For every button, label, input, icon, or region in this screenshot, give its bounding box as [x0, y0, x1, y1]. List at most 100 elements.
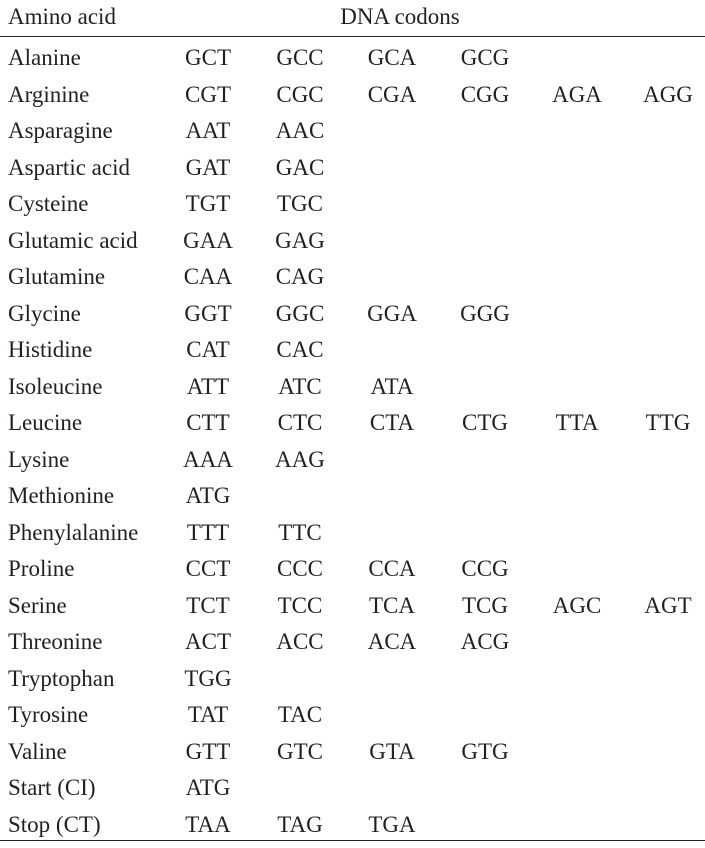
codon-cell: TAA: [185, 811, 231, 837]
codon-cell: CCG: [461, 556, 509, 581]
codon-cell: GAT: [185, 154, 231, 180]
amino-acid-name: Histidine: [8, 337, 93, 362]
amino-acid-name: Glutamic acid: [8, 227, 138, 253]
codon-cell: TTG: [645, 410, 691, 435]
codon-cell: GGC: [275, 300, 325, 326]
table-row: Start (CI) ATG: [0, 771, 705, 808]
amino-acid-name: Valine: [8, 738, 67, 764]
codon-cell: ATG: [185, 483, 231, 508]
codon-cell: TAG: [277, 811, 323, 837]
codon-cell: TTC: [278, 519, 322, 545]
codon-cell: CAT: [186, 337, 230, 362]
codon-cell: GGT: [184, 300, 232, 326]
amino-acid-name: Phenylalanine: [8, 519, 139, 545]
codon-cell: GCT: [185, 45, 231, 70]
table-row: Lysine AAA AAG: [0, 443, 705, 480]
codon-cell: CGG: [460, 81, 510, 107]
table-row: Aspartic acid GAT GAC: [0, 151, 705, 188]
codon-cell: CCC: [276, 556, 324, 581]
codon-cell: CCT: [185, 556, 231, 581]
codon-cell: CTC: [277, 410, 323, 435]
codon-cell: AGA: [552, 81, 602, 107]
table-header-row: Amino acid DNA codons: [0, 0, 705, 37]
codon-cell: TAT: [187, 702, 229, 727]
table-row: Glycine GGT GGC GGA GGG: [0, 297, 705, 334]
codon-cell: CTG: [462, 410, 508, 435]
amino-acid-name: Threonine: [8, 629, 103, 654]
amino-acid-name: Tryptophan: [8, 665, 115, 691]
codon-cell: CTA: [369, 410, 415, 435]
codon-cell: TCT: [186, 592, 230, 618]
codon-cell: ACG: [460, 629, 510, 654]
codon-cell: AGT: [644, 592, 692, 618]
codon-cell: GTC: [277, 738, 323, 764]
codon-cell: TCG: [462, 592, 508, 618]
codon-cell: TGG: [184, 665, 232, 691]
table-row: Alanine GCT GCC GCA GCG: [0, 41, 705, 78]
codon-cell: ATG: [185, 775, 231, 800]
amino-acid-name: Stop (CT): [8, 811, 101, 837]
table-row: Tyrosine TAT TAC: [0, 698, 705, 735]
table-row: Glutamine CAA CAG: [0, 260, 705, 297]
codon-cell: GTT: [185, 738, 231, 764]
codon-cell: ATT: [186, 373, 230, 399]
amino-acid-name: Cysteine: [8, 191, 89, 216]
codon-cell: TAC: [277, 702, 323, 727]
codon-cell: CGC: [276, 81, 324, 107]
table-row: Glutamic acid GAA GAG: [0, 224, 705, 261]
codon-cell: CAA: [183, 264, 233, 289]
table-row: Threonine ACT ACC ACA ACG: [0, 625, 705, 662]
codon-cell: AAC: [275, 118, 325, 143]
codon-cell: GAG: [275, 227, 325, 253]
amino-acid-name: Start (CI): [8, 775, 96, 800]
amino-acid-name: Glycine: [8, 300, 81, 326]
codon-cell: GGA: [367, 300, 417, 326]
table-row: Asparagine AAT AAC: [0, 114, 705, 151]
amino-acid-name: Asparagine: [8, 118, 113, 143]
table-row: Arginine CGT CGC CGA CGG AGA AGG: [0, 78, 705, 115]
table-row: Cysteine TGT TGC: [0, 187, 705, 224]
table-row: Histidine CAT CAC: [0, 333, 705, 370]
codon-cell: GTA: [369, 738, 415, 764]
codon-cell: CTT: [186, 410, 230, 435]
codon-cell: CGA: [367, 81, 417, 107]
codon-cell: GCA: [367, 45, 417, 70]
amino-acid-name: Isoleucine: [8, 373, 103, 399]
codon-cell: TGA: [368, 811, 416, 837]
table-row: Proline CCT CCC CCA CCG: [0, 552, 705, 589]
codon-cell: TTA: [555, 410, 599, 435]
codon-cell: GAA: [183, 227, 233, 253]
codon-cell: TGT: [185, 191, 231, 216]
amino-acid-name: Aspartic acid: [8, 154, 130, 180]
codon-cell: GTG: [461, 738, 509, 764]
table-row: Tryptophan TGG: [0, 662, 705, 699]
table-row: Isoleucine ATT ATC ATA: [0, 370, 705, 407]
table-row: Leucine CTT CTC CTA CTG TTA TTG: [0, 406, 705, 443]
codon-cell: CCA: [368, 556, 416, 581]
codon-cell: TCC: [277, 592, 323, 618]
table-body: Alanine GCT GCC GCA GCG Arginine CGT CGC CGA CGG A…: [0, 37, 705, 844]
codon-cell: AGC: [552, 592, 602, 618]
header-amino-acid: Amino acid: [8, 4, 116, 29]
table-row: Stop (CT) TAA TAG TGA: [0, 808, 705, 845]
codon-cell: CGT: [185, 81, 231, 107]
codon-cell: AGG: [643, 81, 693, 107]
amino-acid-name: Leucine: [8, 410, 83, 435]
codon-cell: TTT: [186, 519, 230, 545]
table-row: Phenylalanine TTT TTC: [0, 516, 705, 553]
codon-cell: GCC: [276, 45, 324, 70]
table-bottom-rule: [0, 840, 705, 841]
amino-acid-name: Methionine: [8, 483, 115, 508]
header-dna-codons: DNA codons: [340, 4, 460, 29]
amino-acid-name: Tyrosine: [8, 702, 89, 727]
codon-cell: AAT: [185, 118, 231, 143]
amino-acid-name: Proline: [8, 556, 75, 581]
codon-cell: GAC: [275, 154, 325, 180]
amino-acid-name: Lysine: [8, 446, 70, 472]
table-row: Serine TCT TCC TCA TCG AGC AGT: [0, 589, 705, 626]
table-row: Methionine ATG: [0, 479, 705, 516]
amino-acid-name: Serine: [8, 592, 67, 618]
codon-cell: ATA: [370, 373, 414, 399]
codon-cell: ATC: [278, 373, 322, 399]
